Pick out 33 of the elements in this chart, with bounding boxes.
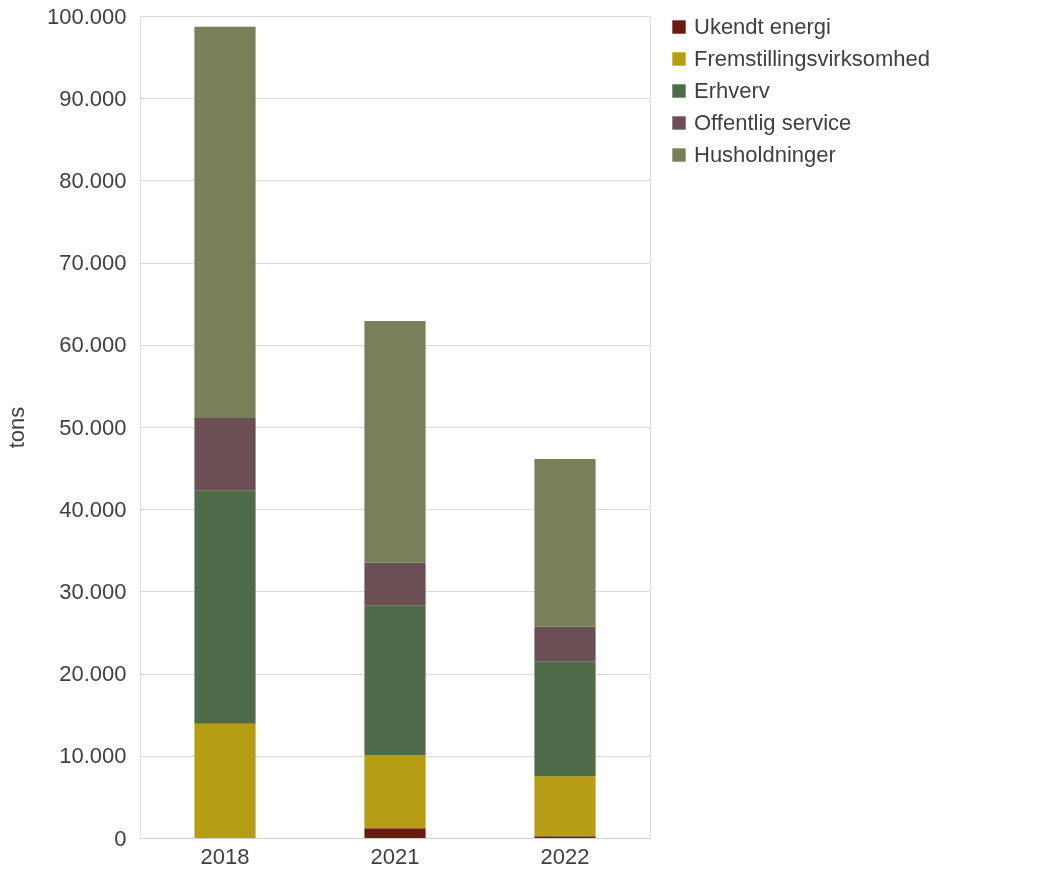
bar xyxy=(364,828,426,838)
bar xyxy=(364,754,426,829)
bar xyxy=(534,626,596,662)
y-tick-label: 80.000 xyxy=(59,167,127,193)
bar xyxy=(364,605,426,755)
x-tick-label: 2018 xyxy=(200,843,250,869)
y-tick-label: 0 xyxy=(114,825,127,851)
x-tick-label: 2022 xyxy=(540,843,590,869)
bar xyxy=(534,661,596,777)
y-axis-title: tons xyxy=(3,406,29,449)
bar xyxy=(194,490,256,724)
y-tick-label: 90.000 xyxy=(59,85,127,111)
bar xyxy=(534,459,596,627)
x-tick-label: 2021 xyxy=(370,843,420,869)
legend-label: Ukendt energi xyxy=(694,14,831,39)
bar xyxy=(364,562,426,606)
y-tick-label: 50.000 xyxy=(59,414,127,440)
legend-label: Husholdninger xyxy=(694,142,836,167)
bar xyxy=(194,26,256,418)
y-tick-label: 20.000 xyxy=(59,661,127,687)
y-tick-label: 40.000 xyxy=(59,496,127,522)
y-tick-label: 60.000 xyxy=(59,332,127,358)
y-tick-label: 30.000 xyxy=(59,578,127,604)
bar xyxy=(534,776,596,837)
legend-label: Fremstillingsvirksomhed xyxy=(694,46,930,71)
y-tick-label: 100.000 xyxy=(46,3,127,29)
y-tick-label: 10.000 xyxy=(59,743,127,769)
bar xyxy=(194,417,256,491)
bar xyxy=(364,320,426,563)
legend-label: Erhverv xyxy=(694,78,770,103)
y-tick-label: 70.000 xyxy=(59,250,127,276)
bar xyxy=(194,723,256,838)
legend-label: Offentlig service xyxy=(694,110,852,135)
